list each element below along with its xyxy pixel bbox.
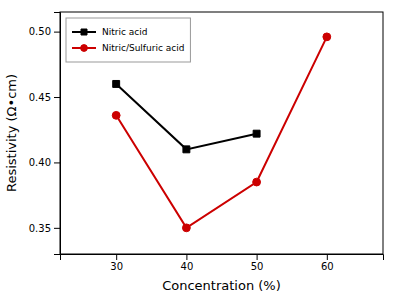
legend-label: Nitric/Sulfuric acid — [102, 43, 184, 53]
x-axis: 30 40 50 60 — [61, 254, 384, 272]
marks — [112, 33, 330, 232]
tick-label: 0.50 — [29, 26, 51, 37]
legend: Nitric acid Nitric/Sulfuric acid — [66, 18, 190, 62]
plot-frame — [60, 12, 383, 254]
tick-label: 30 — [110, 261, 123, 272]
series-line — [116, 84, 256, 149]
marker — [182, 224, 190, 232]
marker — [113, 80, 120, 87]
marker — [112, 111, 120, 119]
axis-line — [54, 13, 61, 255]
tick-mark — [54, 228, 60, 229]
tick-mark — [186, 254, 187, 260]
tick-label: 0.45 — [29, 92, 51, 103]
tick-label: 50 — [251, 261, 264, 272]
tick-mark — [327, 254, 328, 260]
tick-mark — [257, 254, 258, 260]
tick: 30 — [110, 254, 123, 272]
tick-label: 60 — [321, 261, 334, 272]
plot: 304050600.350.400.450.50Nitric acidNitri… — [29, 12, 384, 272]
marker — [253, 178, 261, 186]
marker — [323, 33, 331, 41]
marker — [253, 130, 260, 137]
tick: 0.50 — [29, 26, 60, 37]
tick: 0.35 — [29, 223, 60, 234]
tick: 40 — [181, 254, 194, 272]
chart: 304050600.350.400.450.50Nitric acidNitri… — [0, 0, 397, 300]
series-line — [116, 37, 327, 228]
legend-marker — [81, 29, 87, 35]
tick-label: 0.40 — [29, 157, 51, 168]
tick: 0.45 — [29, 92, 60, 103]
tick-mark — [116, 254, 117, 260]
axis-line — [61, 255, 384, 261]
y-axis: 0.35 0.40 0.45 0.50 — [29, 13, 61, 255]
legend-label: Nitric acid — [102, 27, 147, 37]
tick-label: 40 — [181, 261, 194, 272]
legend-item: Nitric acid — [72, 27, 147, 37]
tick: 60 — [321, 254, 334, 272]
legend-marker — [81, 45, 88, 52]
tick-mark — [54, 162, 60, 163]
tick: 0.40 — [29, 157, 60, 168]
tick-mark — [54, 32, 60, 33]
legend-item: Nitric/Sulfuric acid — [72, 43, 184, 53]
x-axis-title: Concentration (%) — [162, 278, 281, 293]
tick-label: 0.35 — [29, 223, 51, 234]
marker — [183, 146, 190, 153]
tick: 50 — [251, 254, 264, 272]
tick-mark — [54, 97, 60, 98]
y-axis-title: Resistivity (Ω•cm) — [4, 74, 19, 192]
legend-box — [66, 18, 190, 62]
